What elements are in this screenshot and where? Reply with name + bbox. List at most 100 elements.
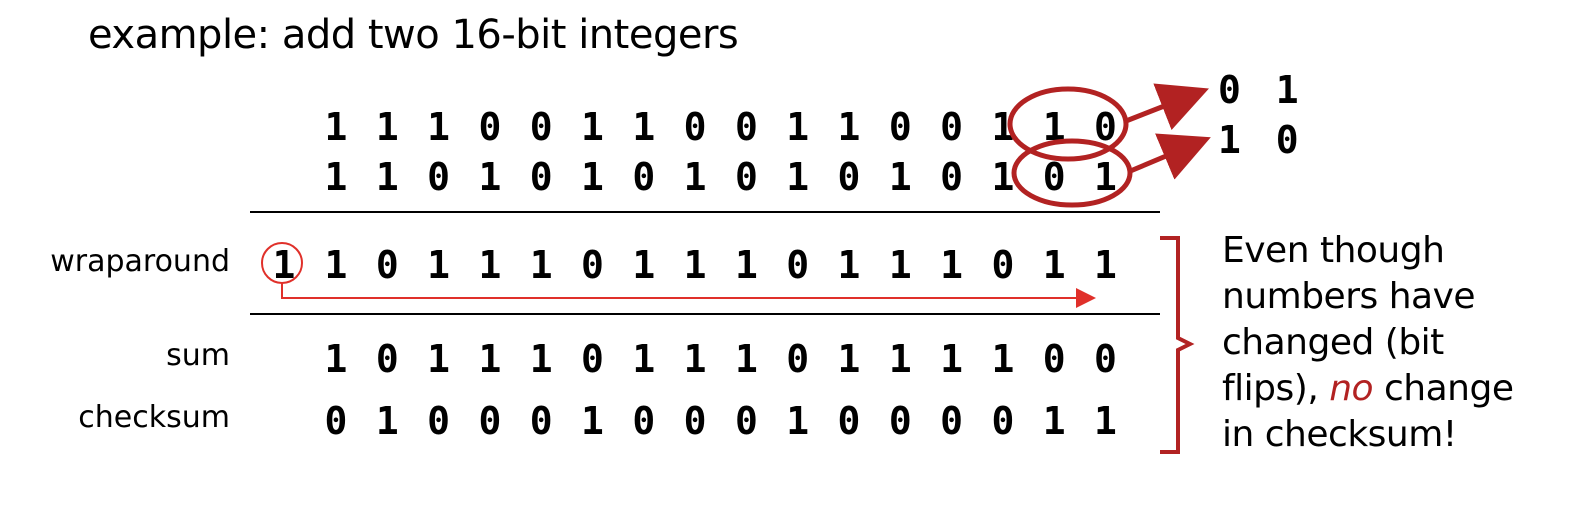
explanation-note: Even though numbers have changed (bit fl… — [1222, 228, 1582, 458]
bit-sum-2: 1 — [427, 337, 451, 381]
bit-wraparound-14: 1 — [1042, 243, 1066, 287]
bit-a-0: 1 — [324, 105, 348, 149]
wraparound-label: wraparound — [50, 244, 230, 279]
bit-sum-9: 0 — [786, 337, 810, 381]
bit-b-8: 0 — [734, 155, 758, 199]
bit-sum-5: 0 — [581, 337, 604, 381]
bit-b-7: 1 — [683, 155, 707, 199]
bit-checksum-2: 0 — [427, 399, 451, 443]
bit-b-1: 1 — [375, 155, 399, 199]
note-emphasis: no — [1329, 368, 1374, 409]
bit-a-4: 0 — [529, 105, 553, 149]
bit-checksum-15: 1 — [1094, 399, 1117, 443]
bit-wraparound-2: 1 — [427, 243, 451, 287]
bit-wraparound-9: 0 — [786, 243, 810, 287]
bit-a-12: 0 — [940, 105, 964, 149]
carry-circle — [261, 242, 303, 284]
note-line-2: numbers have — [1222, 276, 1476, 317]
bit-b-9: 1 — [786, 155, 810, 199]
bit-sum-4: 1 — [529, 337, 553, 381]
checksum-label: checksum — [78, 400, 230, 435]
bit-checksum-7: 0 — [683, 399, 707, 443]
bit-wraparound-5: 0 — [581, 243, 604, 287]
bit-checksum-0: 0 — [324, 399, 348, 443]
bit-a-15: 0 — [1094, 105, 1117, 149]
bit-sum-6: 1 — [632, 337, 656, 381]
bit-a-7: 0 — [683, 105, 707, 149]
bit-sum-8: 1 — [734, 337, 758, 381]
wraparound-arrow — [281, 283, 1096, 308]
bit-checksum-8: 0 — [734, 399, 758, 443]
bit-checksum-10: 0 — [837, 399, 861, 443]
flip-result-bottom: 1 0 — [1218, 118, 1305, 162]
bit-a-9: 1 — [786, 105, 810, 149]
bit-b-2: 0 — [427, 155, 451, 199]
bit-sum-7: 1 — [683, 337, 707, 381]
note-line-3: changed (bit — [1222, 322, 1444, 363]
bit-b-10: 0 — [837, 155, 861, 199]
bit-b-13: 1 — [991, 155, 1015, 199]
bit-checksum-5: 1 — [581, 399, 604, 443]
bit-wraparound-7: 1 — [683, 243, 707, 287]
note-line-4a: flips), — [1222, 368, 1330, 409]
bit-checksum-11: 0 — [888, 399, 912, 443]
carry-bit: 1 — [272, 243, 296, 287]
bit-b-15: 1 — [1094, 155, 1117, 199]
bit-sum-11: 1 — [888, 337, 912, 381]
page-title: example: add two 16-bit integers — [88, 12, 739, 58]
right-brace — [1160, 236, 1195, 454]
bit-checksum-13: 0 — [991, 399, 1015, 443]
bit-wraparound-10: 1 — [837, 243, 861, 287]
bit-sum-14: 0 — [1042, 337, 1066, 381]
bit-wraparound-11: 1 — [888, 243, 912, 287]
bit-wraparound-15: 1 — [1094, 243, 1117, 287]
bit-sum-13: 1 — [991, 337, 1015, 381]
bit-wraparound-3: 1 — [478, 243, 502, 287]
note-line-1: Even though — [1222, 230, 1445, 271]
bit-wraparound-6: 1 — [632, 243, 656, 287]
bit-a-5: 1 — [581, 105, 604, 149]
bit-checksum-1: 1 — [375, 399, 399, 443]
bit-b-6: 0 — [632, 155, 656, 199]
bit-sum-15: 0 — [1094, 337, 1117, 381]
bit-a-14: 1 — [1042, 105, 1066, 149]
bit-wraparound-1: 0 — [375, 243, 399, 287]
bit-b-5: 1 — [581, 155, 604, 199]
bit-a-10: 1 — [837, 105, 861, 149]
divider-line-2 — [250, 313, 1160, 315]
flip-result-top: 0 1 — [1218, 68, 1305, 112]
bit-checksum-4: 0 — [529, 399, 553, 443]
bit-b-14: 0 — [1042, 155, 1066, 199]
bit-wraparound-12: 1 — [940, 243, 964, 287]
bit-sum-3: 1 — [478, 337, 502, 381]
bit-b-3: 1 — [478, 155, 502, 199]
bit-wraparound-13: 0 — [991, 243, 1015, 287]
bit-wraparound-0: 1 — [324, 243, 348, 287]
bit-sum-0: 1 — [324, 337, 348, 381]
bit-a-2: 1 — [427, 105, 451, 149]
note-line-5: in checksum! — [1222, 414, 1457, 455]
bit-checksum-12: 0 — [940, 399, 964, 443]
bit-b-0: 1 — [324, 155, 348, 199]
note-line-4b: change — [1373, 368, 1514, 409]
arrow-bottom — [1127, 133, 1211, 180]
bit-checksum-6: 0 — [632, 399, 656, 443]
bit-a-3: 0 — [478, 105, 502, 149]
sum-label: sum — [166, 338, 230, 373]
bit-checksum-3: 0 — [478, 399, 502, 443]
bit-sum-12: 1 — [940, 337, 964, 381]
flip-ellipse-top — [1007, 86, 1129, 162]
bit-checksum-9: 1 — [786, 399, 810, 443]
bit-a-6: 1 — [632, 105, 656, 149]
bit-sum-10: 1 — [837, 337, 861, 381]
bit-b-11: 1 — [888, 155, 912, 199]
bit-wraparound-8: 1 — [734, 243, 758, 287]
flip-ellipse-bottom — [1011, 138, 1133, 208]
bit-a-11: 0 — [888, 105, 912, 149]
arrow-top — [1125, 83, 1209, 131]
bit-sum-1: 0 — [375, 337, 399, 381]
bit-checksum-14: 1 — [1042, 399, 1066, 443]
bit-b-12: 0 — [940, 155, 964, 199]
note-line-4: flips), no change — [1222, 366, 1582, 412]
